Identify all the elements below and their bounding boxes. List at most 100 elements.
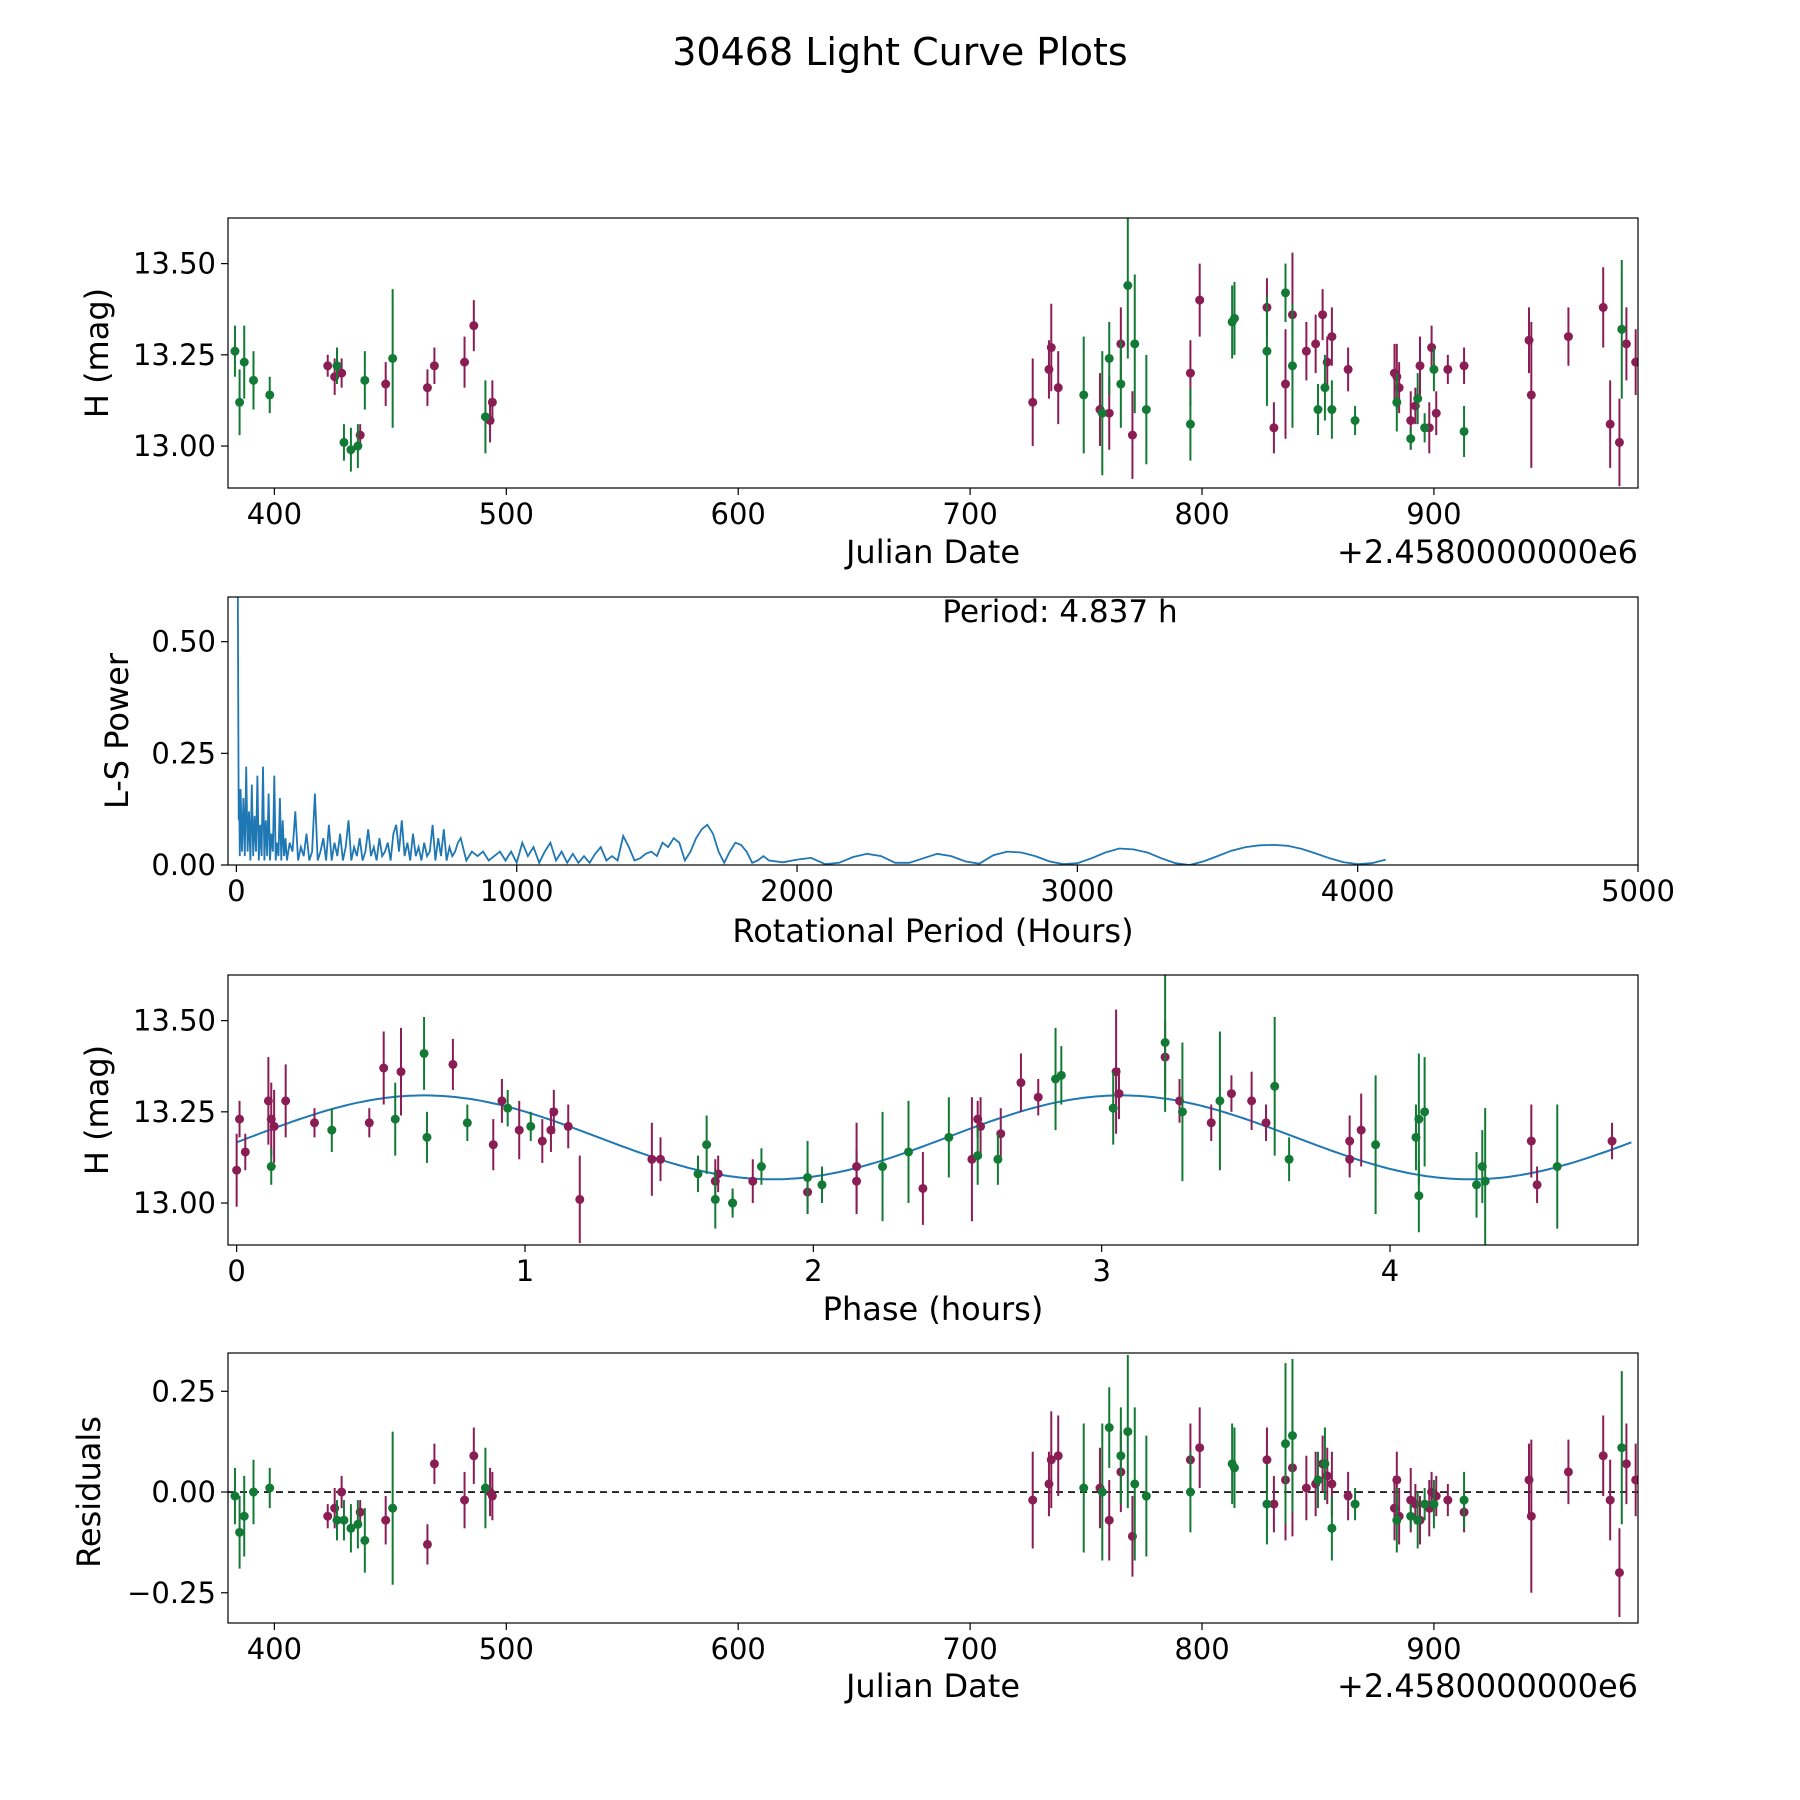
data-point (1392, 397, 1402, 407)
data-point (339, 437, 349, 447)
data-point (503, 1103, 513, 1113)
residuals-frame (227, 1352, 1639, 1624)
data-point (549, 1107, 559, 1117)
data-point (1301, 1483, 1311, 1493)
data-point (360, 375, 370, 385)
x-tick-label: 1 (516, 1254, 534, 1288)
data-point (973, 1151, 983, 1161)
data-point (1607, 1136, 1617, 1146)
data-point (1130, 339, 1140, 349)
periodogram-panel: 0 1000 2000 3000 4000 5000 0.00 0.25 0.50 Period… (98, 594, 1675, 950)
data-point (396, 1067, 406, 1077)
data-point (1631, 1475, 1638, 1485)
data-point (1053, 1451, 1063, 1461)
y-tick-label: 13.00 (133, 1186, 216, 1220)
x-tick-label: 800 (1174, 1632, 1229, 1666)
data-point (230, 1491, 240, 1501)
data-point (878, 1162, 888, 1172)
data-point (337, 368, 347, 378)
y-tick-label: 13.25 (133, 1095, 216, 1129)
data-point (240, 1147, 250, 1157)
lightcurve-xlabel: Julian Date (844, 533, 1020, 571)
data-point (1443, 364, 1453, 374)
data-point (364, 1118, 374, 1128)
data-point (1301, 346, 1311, 356)
data-point (537, 1136, 547, 1146)
data-point (1269, 1499, 1279, 1509)
data-point (1028, 397, 1038, 407)
data-point (388, 1503, 398, 1513)
residuals-offset-label: +2.4580000000e6 (1337, 1667, 1638, 1705)
data-point (249, 1487, 259, 1497)
x-tick-label: 2 (804, 1254, 822, 1288)
data-point (1284, 1154, 1294, 1164)
y-tick-label: 0.50 (151, 625, 216, 659)
x-tick-label: 0 (227, 874, 245, 908)
data-point (1116, 1451, 1126, 1461)
periodogram-line (236, 597, 1386, 865)
data-point (487, 397, 497, 407)
data-point (1056, 1070, 1066, 1080)
data-point (1350, 1499, 1360, 1509)
data-point (1598, 1451, 1608, 1461)
data-point (332, 1515, 342, 1525)
x-tick-label: 400 (247, 1632, 302, 1666)
data-point (1532, 1180, 1542, 1190)
data-point (803, 1173, 813, 1182)
lightcurve-offset-label: +2.4580000000e6 (1337, 533, 1638, 571)
data-point (1443, 1495, 1453, 1505)
data-point (1116, 379, 1126, 389)
data-point (852, 1176, 862, 1186)
data-point (1177, 1107, 1187, 1117)
data-point (1420, 1107, 1430, 1117)
data-point (1327, 1523, 1337, 1533)
data-point (1281, 379, 1290, 389)
data-point (817, 1180, 827, 1190)
data-point (1108, 1103, 1118, 1113)
data-point (381, 1515, 391, 1525)
data-point (1420, 1499, 1430, 1509)
data-point (1046, 343, 1056, 353)
data-point (497, 1096, 507, 1106)
data-point (1415, 361, 1425, 371)
data-point (1229, 1463, 1239, 1473)
lightcurve-frame (227, 217, 1639, 489)
x-tick-label: 3000 (1040, 874, 1114, 908)
series-g-band (230, 218, 1627, 476)
y-tick-label: 0.25 (151, 736, 216, 770)
data-point (1104, 408, 1114, 418)
data-point (332, 361, 342, 371)
series-g-band (230, 1355, 1627, 1585)
x-tick-label: 600 (711, 497, 766, 531)
lightcurve-axes: 400 500 600 700 800 900 13.00 13.25 13.50 (133, 247, 1462, 531)
phased-xlabel: Phase (hours) (823, 1290, 1044, 1328)
data-point (710, 1194, 720, 1204)
data-point (1406, 416, 1416, 425)
data-point (353, 441, 363, 451)
periodogram-xlabel: Rotational Period (Hours) (732, 912, 1133, 950)
x-tick-label: 1000 (480, 874, 554, 908)
data-point (1281, 1439, 1290, 1449)
data-point (1097, 1487, 1107, 1497)
data-point (1598, 302, 1608, 312)
data-point (656, 1154, 666, 1164)
data-point (1262, 1499, 1272, 1509)
data-point (239, 357, 249, 367)
residuals-xlabel: Julian Date (844, 1667, 1020, 1705)
data-point (422, 383, 432, 393)
data-point (388, 353, 398, 363)
data-point (1311, 339, 1321, 349)
data-point (1206, 1118, 1216, 1128)
residuals-axes: 400 500 600 700 800 900 −0.25 0.00 0.25 (127, 1374, 1461, 1666)
y-tick-label: 13.25 (133, 338, 216, 372)
periodogram-plot-area (236, 597, 1386, 865)
data-point (526, 1121, 536, 1131)
data-point (1141, 1491, 1151, 1501)
model-fit-curve (236, 1094, 1632, 1181)
data-point (1028, 1495, 1038, 1505)
y-tick-label: −0.25 (127, 1576, 216, 1610)
data-point (339, 1515, 349, 1525)
data-point (575, 1194, 585, 1204)
data-point (1160, 1038, 1170, 1047)
data-point (748, 1176, 758, 1186)
